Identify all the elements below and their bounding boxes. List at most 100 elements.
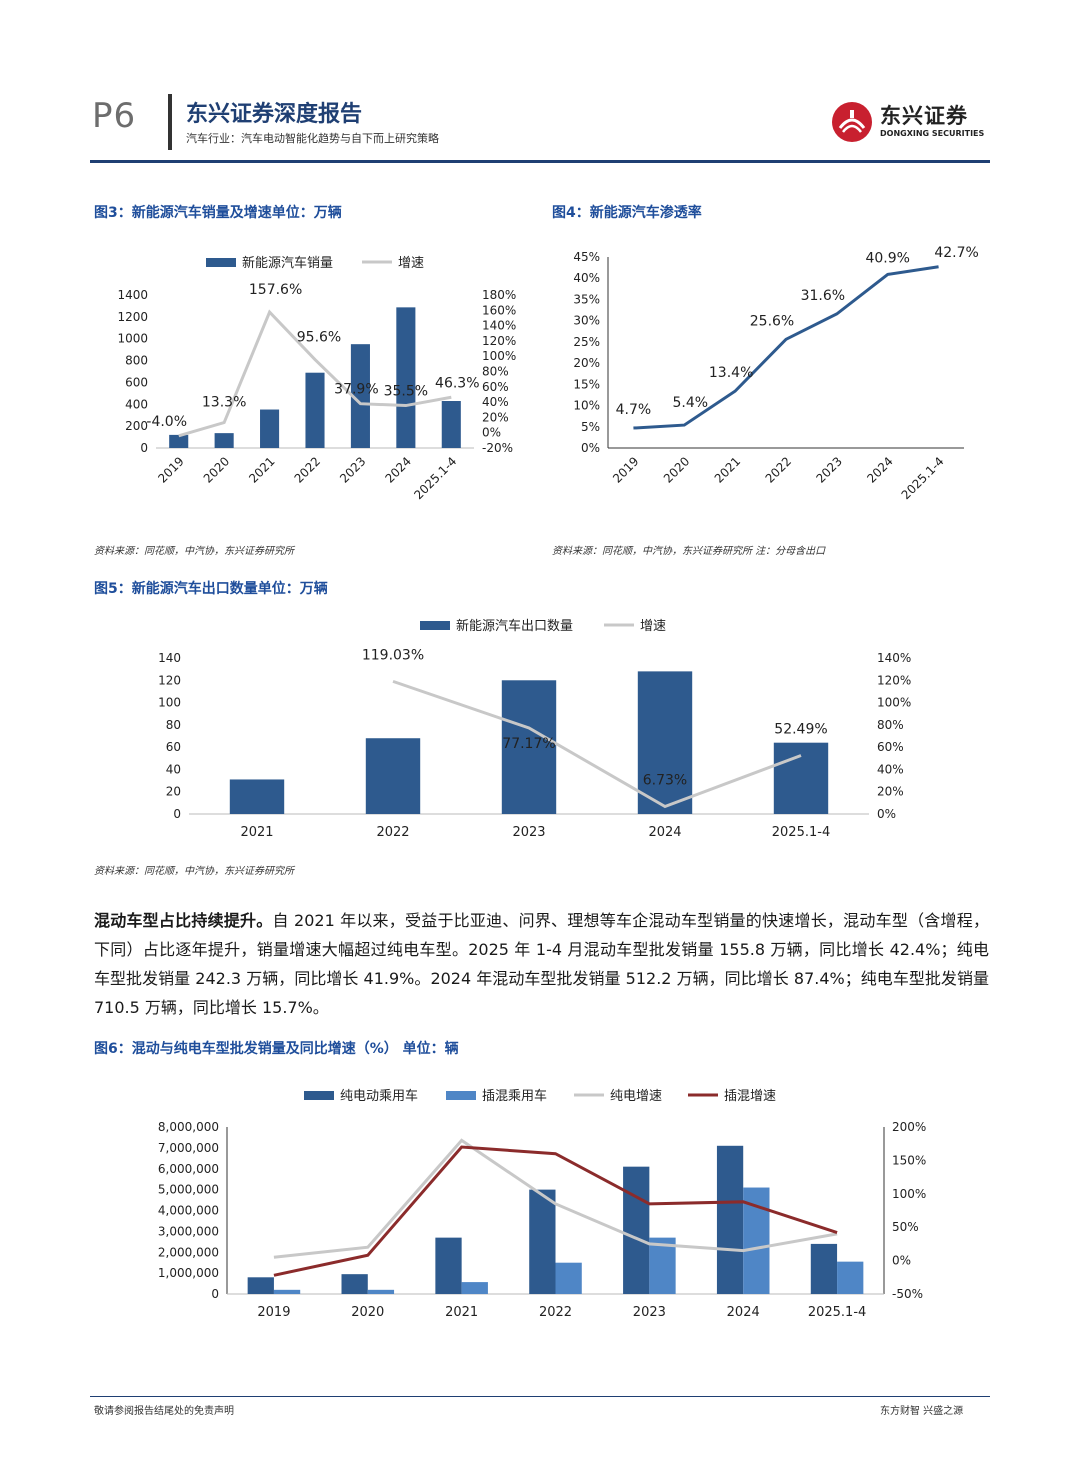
- y2-tick-label: 0%: [877, 807, 896, 821]
- y-tick-label: 2,000,000: [158, 1245, 219, 1259]
- y2-tick-label: -20%: [482, 441, 513, 455]
- legend-swatch: [206, 258, 236, 267]
- x-tick-label: 2022: [539, 1305, 572, 1320]
- body-paragraph: 混动车型占比持续提升。自 2021 年以来，受益于比亚迪、问界、理想等车企混动车…: [94, 906, 989, 1022]
- data-label: 25.6%: [750, 313, 794, 329]
- data-label: 46.3%: [435, 375, 479, 391]
- y2-tick-label: 40%: [482, 395, 509, 409]
- y2-tick-label: 60%: [877, 740, 904, 754]
- data-label: 95.6%: [297, 330, 341, 346]
- legend-label: 纯电动乘用车: [340, 1088, 418, 1104]
- y2-tick-label: 50%: [892, 1220, 919, 1234]
- x-tick-label: 2025.1-4: [772, 825, 830, 840]
- y2-tick-label: 100%: [892, 1187, 926, 1201]
- data-label: 31.6%: [801, 288, 845, 304]
- y-tick-label: 1200: [117, 310, 148, 324]
- bar-1: [810, 1243, 838, 1294]
- legend-label: 插混乘用车: [482, 1088, 547, 1104]
- growth-line-1: [273, 1138, 838, 1259]
- x-tick-label: 2020: [351, 1305, 384, 1320]
- y-tick-label: 10%: [573, 399, 600, 413]
- y-tick-label: 5%: [581, 420, 600, 434]
- data-label: -4.0%: [146, 414, 187, 430]
- bar-1: [435, 1237, 462, 1294]
- bar-1: [716, 1145, 744, 1294]
- bar-1: [773, 742, 829, 814]
- bar-1: [350, 344, 370, 448]
- y-tick-label: 140: [158, 651, 181, 665]
- x-tick-label: 2021: [445, 1305, 478, 1320]
- y-tick-label: 1000: [117, 332, 148, 346]
- y-tick-label: 6,000,000: [158, 1162, 219, 1176]
- x-tick-label: 2023: [512, 825, 545, 840]
- y-tick-label: 3,000,000: [158, 1224, 219, 1238]
- data-label: 5.4%: [672, 395, 708, 411]
- bar-2: [367, 1289, 395, 1294]
- paragraph-body: 自 2021 年以来，受益于比亚迪、问界、理想等车企混动车型销量的快速增长，混动…: [94, 911, 989, 1017]
- y2-tick-label: 150%: [892, 1153, 926, 1167]
- y2-tick-label: 200%: [892, 1120, 926, 1134]
- y-tick-label: 20%: [573, 356, 600, 370]
- x-tick-label: 2023: [337, 454, 368, 485]
- bar-1: [396, 307, 416, 448]
- x-tick-label: 2025.1-4: [899, 454, 947, 502]
- x-tick-label: 2022: [376, 825, 409, 840]
- y-tick-label: 8,000,000: [158, 1120, 219, 1134]
- legend-swatch: [446, 1091, 476, 1100]
- y2-tick-label: 140%: [482, 319, 516, 333]
- y2-tick-label: 60%: [482, 380, 509, 394]
- y-tick-label: 400: [125, 397, 148, 411]
- data-label: 13.4%: [709, 365, 753, 381]
- y-tick-label: 80: [166, 718, 181, 732]
- x-tick-label: 2025.1-4: [808, 1305, 866, 1320]
- fig4-title: 图4：新能源汽车渗透率: [552, 205, 702, 221]
- data-label: 42.7%: [934, 245, 978, 261]
- legend-swatch: [304, 1091, 334, 1100]
- x-tick-label: 2021: [712, 454, 743, 485]
- logo-icon: [832, 102, 872, 142]
- bar-1: [365, 738, 421, 814]
- x-tick-label: 2020: [201, 454, 232, 485]
- bar-1: [247, 1277, 274, 1294]
- y-tick-label: 40%: [573, 271, 600, 285]
- header-divider: [168, 94, 172, 150]
- bar-1: [501, 680, 557, 814]
- logo-subtext: DONGXING SECURITIES: [880, 129, 985, 138]
- y-tick-label: 200: [125, 419, 148, 433]
- bar-1: [529, 1189, 556, 1294]
- fig3-chart: 0 200 400 600 800 1000 1200 1400 -20%0% 20%40%60%…: [117, 255, 516, 502]
- paragraph-lead: 混动车型占比持续提升。: [94, 911, 273, 930]
- x-tick-label: 2024: [864, 454, 895, 485]
- report-title: 东兴证券深度报告: [186, 102, 363, 127]
- bar-1: [305, 372, 325, 448]
- y-tick-label: 0: [173, 807, 181, 821]
- y-tick-label: 40: [166, 762, 181, 776]
- y-tick-label: 0: [140, 441, 148, 455]
- x-tick-label: 2021: [240, 825, 273, 840]
- y-tick-label: 7,000,000: [158, 1141, 219, 1155]
- bar-2: [555, 1262, 582, 1294]
- y-tick-label: 100: [158, 696, 181, 710]
- y2-tick-label: 120%: [482, 334, 516, 348]
- bar-1: [214, 433, 234, 448]
- legend-swatch: [420, 621, 450, 630]
- bar-1: [169, 434, 189, 448]
- data-label: 37.9%: [334, 382, 378, 398]
- footer-disclaimer: 敬请参阅报告结尾处的免责声明: [94, 1406, 234, 1417]
- legend-label: 新能源汽车销量: [242, 255, 333, 271]
- footer-rule: [90, 1396, 990, 1397]
- x-tick-label: 2022: [763, 454, 794, 485]
- bar-2: [649, 1237, 676, 1294]
- y2-tick-label: 160%: [482, 303, 516, 317]
- x-tick-label: 2023: [633, 1305, 666, 1320]
- data-label: 4.7%: [616, 402, 652, 418]
- bar-2: [273, 1289, 301, 1294]
- fig5-title: 图5：新能源汽车出口数量单位：万辆: [94, 581, 328, 597]
- y-tick-label: 35%: [573, 292, 600, 306]
- y-tick-label: 4,000,000: [158, 1204, 219, 1218]
- legend-label: 纯电增速: [610, 1089, 662, 1104]
- legend-label: 插混增速: [724, 1089, 776, 1104]
- data-label: 119.03%: [362, 647, 424, 663]
- x-tick-label: 2024: [727, 1305, 760, 1320]
- y-tick-label: 15%: [573, 377, 600, 391]
